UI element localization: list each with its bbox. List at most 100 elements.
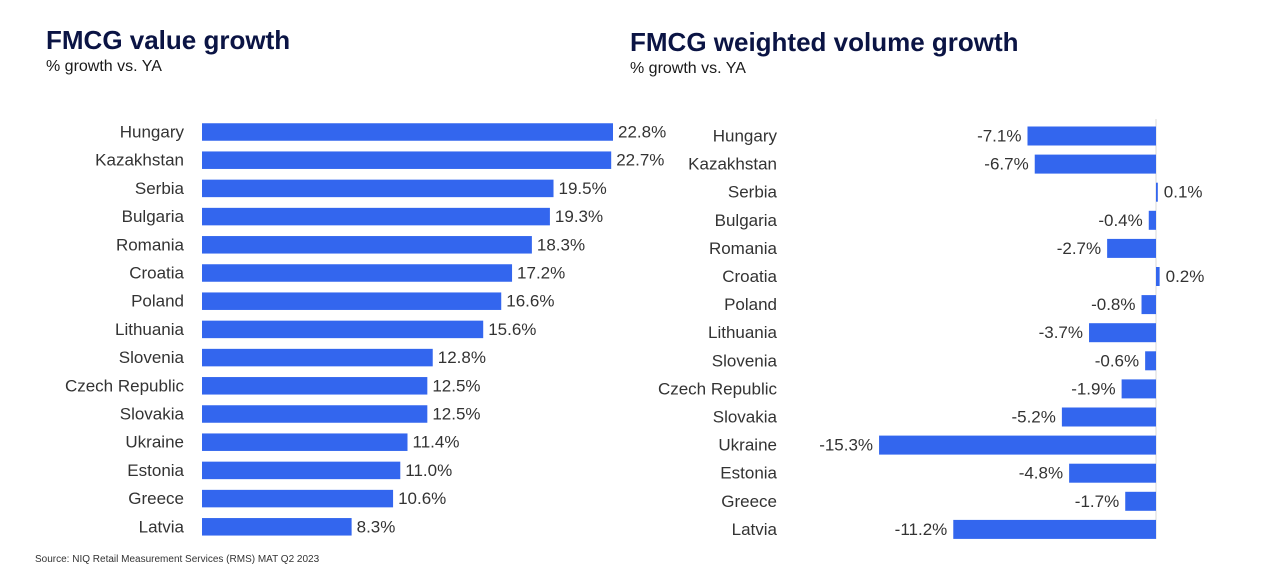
volume-bar-row: Slovakia -5.2% <box>713 407 1156 427</box>
value-category-label: Bulgaria <box>122 207 185 226</box>
volume-category-label: Slovakia <box>713 408 778 427</box>
volume-bar <box>1027 126 1156 146</box>
volume-category-label: Romania <box>709 239 778 258</box>
volume-category-label: Slovenia <box>712 351 778 370</box>
volume-data-label: -5.2% <box>1011 408 1055 427</box>
volume-bar <box>953 519 1156 539</box>
value-category-label: Serbia <box>135 179 185 198</box>
value-bar <box>202 461 401 480</box>
volume-bar-row: Croatia 0.2% <box>722 267 1204 286</box>
volume-bar <box>1121 379 1156 399</box>
value-bar-row: Kazakhstan 22.7% <box>95 151 664 170</box>
value-bar-row: Greece 10.6% <box>128 489 446 508</box>
value-bar <box>202 405 428 423</box>
volume-growth-bar-chart: Hungary -7.1% Kazakhstan -6.7% Serbia 0.1% Bul… <box>658 119 1204 539</box>
volume-data-label: -1.9% <box>1071 379 1115 398</box>
volume-bar <box>879 435 1156 455</box>
volume-data-label: -0.6% <box>1095 351 1139 370</box>
volume-data-label: -2.7% <box>1057 239 1101 258</box>
value-bar <box>202 518 352 536</box>
volume-bar-row: Kazakhstan -6.7% <box>688 154 1156 174</box>
value-data-label: 15.6% <box>488 320 536 339</box>
volume-category-label: Bulgaria <box>715 211 778 230</box>
volume-category-label: Croatia <box>722 267 777 286</box>
volume-bar-row: Greece -1.7% <box>721 491 1156 511</box>
value-category-label: Lithuania <box>115 320 185 339</box>
value-bar <box>202 292 502 310</box>
volume-data-label: 0.1% <box>1164 183 1203 202</box>
value-bar-row: Poland 16.6% <box>131 292 554 311</box>
volume-data-label: -0.8% <box>1091 295 1135 314</box>
value-bar-row: Latvia 8.3% <box>139 517 396 536</box>
volume-bar-row: Czech Republic -1.9% <box>658 379 1156 399</box>
volume-bar <box>1156 182 1158 202</box>
volume-bar <box>1141 295 1156 315</box>
volume-bar-row: Estonia -4.8% <box>720 463 1156 483</box>
value-data-label: 16.6% <box>506 292 554 311</box>
value-category-label: Kazakhstan <box>95 151 184 170</box>
value-data-label: 12.5% <box>432 405 480 424</box>
value-bar-row: Lithuania 15.6% <box>115 320 536 339</box>
volume-bar <box>1034 154 1156 174</box>
value-category-label: Greece <box>128 489 184 508</box>
volume-growth-title: FMCG weighted volume growth <box>630 27 1019 57</box>
value-category-label: Slovenia <box>119 348 185 367</box>
value-bar-row: Hungary 22.8% <box>120 123 666 142</box>
value-data-label: 19.5% <box>559 179 607 198</box>
volume-category-label: Estonia <box>720 464 777 483</box>
volume-bar-row: Latvia -11.2% <box>732 519 1156 539</box>
value-data-label: 19.3% <box>555 207 603 226</box>
value-bar <box>202 151 612 169</box>
value-category-label: Latvia <box>139 517 185 536</box>
volume-data-label: -7.1% <box>977 127 1021 146</box>
value-growth-title: FMCG value growth <box>46 25 291 55</box>
value-bar <box>202 236 532 254</box>
value-bar <box>202 348 433 367</box>
volume-bar-row: Bulgaria -0.4% <box>715 210 1156 230</box>
value-data-label: 11.0% <box>405 461 452 480</box>
volume-category-label: Czech Republic <box>658 379 778 398</box>
value-bar <box>202 207 550 226</box>
value-bar-row: Czech Republic 12.5% <box>65 376 481 395</box>
volume-bar <box>1069 463 1156 483</box>
value-data-label: 12.8% <box>438 348 486 367</box>
value-bar-row: Serbia 19.5% <box>135 179 607 198</box>
volume-bar <box>1125 491 1156 511</box>
volume-bar-row: Poland -0.8% <box>724 295 1156 315</box>
volume-bar-row: Hungary -7.1% <box>713 126 1156 146</box>
value-bar <box>202 489 394 508</box>
volume-bar-row: Serbia 0.1% <box>728 182 1203 202</box>
value-bar <box>202 433 408 451</box>
value-bar-row: Croatia 17.2% <box>129 264 565 283</box>
volume-category-label: Serbia <box>728 183 778 202</box>
volume-category-label: Poland <box>724 295 777 314</box>
volume-data-label: -4.8% <box>1019 464 1063 483</box>
volume-category-label: Greece <box>721 492 777 511</box>
volume-category-label: Kazakhstan <box>688 155 777 174</box>
volume-data-label: -1.7% <box>1075 492 1119 511</box>
volume-category-label: Latvia <box>732 520 778 539</box>
value-category-label: Slovakia <box>120 405 185 424</box>
volume-data-label: 0.2% <box>1166 267 1205 286</box>
value-data-label: 17.2% <box>517 264 565 283</box>
value-bar <box>202 123 613 141</box>
volume-bar <box>1061 407 1156 427</box>
value-bar-row: Slovenia 12.8% <box>119 348 486 367</box>
value-category-label: Czech Republic <box>65 376 185 395</box>
value-bar <box>202 320 484 339</box>
volume-data-label: -11.2% <box>895 520 948 539</box>
volume-category-label: Ukraine <box>718 436 777 455</box>
value-category-label: Hungary <box>120 123 185 142</box>
volume-data-label: -15.3% <box>819 436 873 455</box>
volume-bar-row: Slovenia -0.6% <box>712 351 1156 371</box>
value-data-label: 12.5% <box>432 376 480 395</box>
value-bar-row: Slovakia 12.5% <box>120 405 481 424</box>
value-growth-subtitle: % growth vs. YA <box>46 58 162 75</box>
value-category-label: Poland <box>131 292 184 311</box>
volume-bar <box>1148 210 1156 230</box>
volume-bar-row: Ukraine -15.3% <box>718 435 1156 455</box>
value-bar-row: Bulgaria 19.3% <box>122 207 603 226</box>
value-bar-row: Romania 18.3% <box>116 235 585 254</box>
value-data-label: 8.3% <box>357 517 396 536</box>
value-category-label: Ukraine <box>125 433 184 452</box>
